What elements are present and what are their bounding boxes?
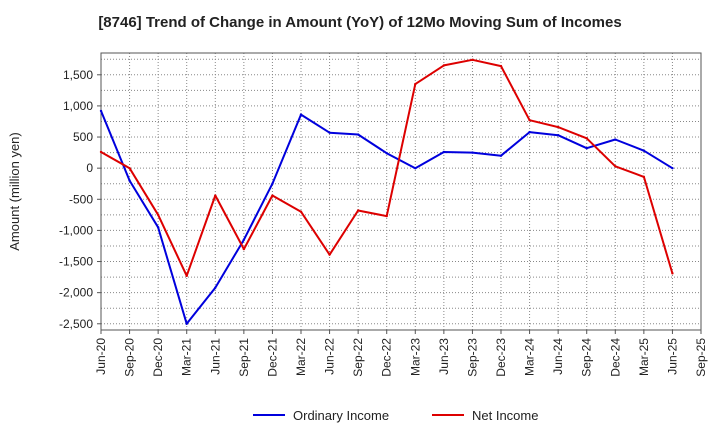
data-point-net-income [99, 150, 103, 154]
y-tick-label: -1,500 [59, 255, 93, 269]
y-tick-label: 0 [86, 161, 93, 175]
data-point-net-income [642, 175, 646, 179]
chart-title: [8746] Trend of Change in Amount (YoY) o… [98, 14, 622, 31]
data-point-net-income [614, 165, 617, 168]
x-tick-label: Sep-25 [694, 338, 708, 377]
data-point-net-income [528, 119, 531, 122]
data-point-net-income [471, 58, 474, 62]
data-point-net-income [328, 253, 331, 256]
x-tick-label: Jun-23 [437, 338, 451, 375]
data-point-ordinary-income [99, 109, 103, 113]
data-point-net-income [242, 247, 246, 251]
x-tick-label: Mar-25 [637, 338, 651, 376]
x-tick-label: Mar-22 [294, 338, 308, 376]
series-lines [99, 58, 674, 325]
data-point-net-income [585, 137, 588, 140]
x-tick-label: Mar-21 [180, 338, 194, 376]
y-tick-label: -1,000 [59, 223, 93, 237]
x-tick-label: Mar-23 [408, 338, 422, 376]
data-point-net-income [385, 214, 388, 218]
data-point-ordinary-income [414, 166, 417, 170]
data-point-net-income [299, 210, 303, 213]
data-point-net-income [671, 272, 674, 275]
x-tick-label: Jun-21 [208, 338, 222, 375]
data-point-ordinary-income [585, 147, 588, 150]
data-point-ordinary-income [242, 238, 246, 241]
data-point-ordinary-income [128, 179, 131, 182]
chart-grid [100, 53, 702, 330]
data-point-net-income [185, 274, 188, 278]
x-tick-label: Sep-21 [237, 338, 251, 377]
x-tick-label: Jun-22 [323, 338, 337, 375]
y-tick-label: 500 [73, 130, 93, 144]
data-point-net-income [414, 82, 417, 86]
x-tick-label: Jun-25 [665, 338, 679, 375]
data-point-net-income [556, 125, 560, 129]
x-tick-label: Sep-20 [123, 338, 137, 377]
data-point-ordinary-income [499, 154, 503, 157]
plot-frame [100, 52, 702, 331]
data-point-ordinary-income [185, 322, 188, 325]
series-line-ordinary-income [100, 110, 673, 325]
x-tick-label: Sep-22 [351, 338, 365, 377]
data-point-ordinary-income [271, 182, 274, 185]
data-point-net-income [356, 209, 360, 212]
y-tick-label: 1,500 [63, 68, 93, 82]
data-point-net-income [442, 64, 446, 67]
data-point-ordinary-income [528, 130, 531, 134]
data-point-ordinary-income [556, 133, 560, 137]
x-tick-label: Jun-24 [551, 338, 565, 375]
data-point-ordinary-income [442, 150, 446, 154]
x-tick-label: Dec-20 [151, 338, 165, 377]
x-tick-label: Dec-24 [608, 338, 622, 377]
y-tick-label: -500 [69, 192, 93, 206]
legend-label-ordinary-income: Ordinary Income [293, 408, 389, 423]
x-tick-label: Dec-21 [265, 338, 279, 377]
data-point-ordinary-income [156, 226, 160, 229]
data-point-net-income [214, 194, 217, 197]
y-axis-label: Amount (million yen) [7, 132, 22, 251]
x-tick-label: Sep-24 [580, 338, 594, 377]
data-point-ordinary-income [642, 149, 646, 152]
legend-label-net-income: Net Income [472, 408, 538, 423]
legend: Ordinary Income Net Income [253, 408, 538, 423]
data-point-ordinary-income [356, 133, 360, 136]
data-point-net-income [156, 213, 160, 217]
data-point-ordinary-income [614, 138, 617, 141]
data-point-ordinary-income [471, 151, 474, 154]
y-tick-label: -2,000 [59, 286, 93, 300]
x-tick-label: Sep-23 [465, 338, 479, 377]
x-axis-ticks: Jun-20 Sep-20 Dec-20 Mar-21 Jun-21 Sep-21 Dec-… [94, 330, 708, 377]
y-tick-label: 1,000 [63, 99, 93, 113]
x-tick-label: Dec-22 [380, 338, 394, 377]
data-point-net-income [128, 166, 131, 170]
x-tick-label: Mar-24 [523, 338, 537, 376]
data-point-net-income [499, 64, 503, 68]
data-point-ordinary-income [299, 113, 303, 116]
x-tick-label: Jun-20 [94, 338, 108, 375]
x-tick-label: Dec-23 [494, 338, 508, 377]
data-point-net-income [271, 194, 274, 197]
data-point-ordinary-income [671, 166, 674, 170]
data-point-ordinary-income [214, 286, 217, 289]
y-tick-label: -2,500 [59, 317, 93, 331]
y-axis-ticks: 1,500 1,000 500 0 -500 -1,000 -1,500 -2,000 -2,5… [59, 68, 101, 331]
data-point-ordinary-income [328, 131, 331, 134]
data-point-ordinary-income [385, 152, 388, 155]
